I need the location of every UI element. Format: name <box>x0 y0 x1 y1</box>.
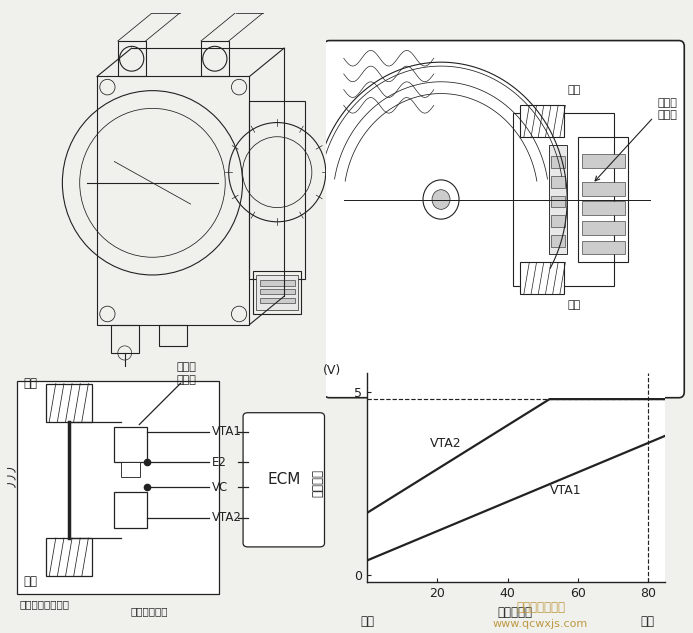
Text: 汽车维修技术网: 汽车维修技术网 <box>516 601 565 614</box>
Bar <box>260 289 295 294</box>
Text: 输出电压: 输出电压 <box>312 470 325 498</box>
Text: 节气门位置传感器: 节气门位置传感器 <box>20 599 70 609</box>
Bar <box>581 182 625 196</box>
Text: VTA2: VTA2 <box>430 437 462 450</box>
Text: VTA1: VTA1 <box>212 425 242 438</box>
Text: E2: E2 <box>212 456 227 468</box>
Bar <box>513 113 614 286</box>
Text: VTA2: VTA2 <box>212 511 242 524</box>
Bar <box>46 384 91 422</box>
Text: 磁辛: 磁辛 <box>567 85 581 94</box>
Text: 雷尔集
成电路: 雷尔集 成电路 <box>657 98 677 120</box>
Bar <box>260 280 295 285</box>
Text: 节气门位置传感器: 节气门位置传感器 <box>476 397 536 410</box>
Bar <box>17 381 219 594</box>
Text: ECM: ECM <box>267 472 301 487</box>
Text: 雷尔集
成电路: 雷尔集 成电路 <box>176 362 196 385</box>
Text: 磁辛: 磁辛 <box>23 377 37 390</box>
Text: 全关: 全关 <box>360 615 374 629</box>
Text: 雷尔集成电路: 雷尔集成电路 <box>131 606 168 617</box>
Bar <box>551 176 565 188</box>
FancyBboxPatch shape <box>324 41 684 398</box>
Text: VTA1: VTA1 <box>550 484 581 498</box>
Bar <box>551 235 565 247</box>
Bar <box>551 196 565 208</box>
Bar <box>581 241 625 254</box>
Bar <box>551 156 565 168</box>
Bar <box>520 105 563 137</box>
Bar <box>581 201 625 215</box>
Bar <box>114 427 147 462</box>
Bar <box>581 221 625 235</box>
Text: 全开: 全开 <box>641 615 655 629</box>
Bar <box>549 144 567 254</box>
Text: 节气门开度: 节气门开度 <box>497 606 532 619</box>
Bar <box>578 137 629 262</box>
Bar <box>260 298 295 303</box>
Text: (V): (V) <box>323 364 342 377</box>
Circle shape <box>432 190 450 210</box>
Bar <box>581 154 625 168</box>
Text: 磁辛: 磁辛 <box>567 301 581 310</box>
Bar <box>46 538 91 576</box>
Polygon shape <box>256 275 298 310</box>
Bar <box>520 262 563 294</box>
Text: 磁辛: 磁辛 <box>23 575 37 587</box>
Text: www.qcwxjs.com: www.qcwxjs.com <box>493 618 588 629</box>
Bar <box>551 215 565 227</box>
Text: VC: VC <box>212 481 229 494</box>
Bar <box>114 492 147 528</box>
FancyBboxPatch shape <box>243 413 324 547</box>
Bar <box>121 462 141 477</box>
